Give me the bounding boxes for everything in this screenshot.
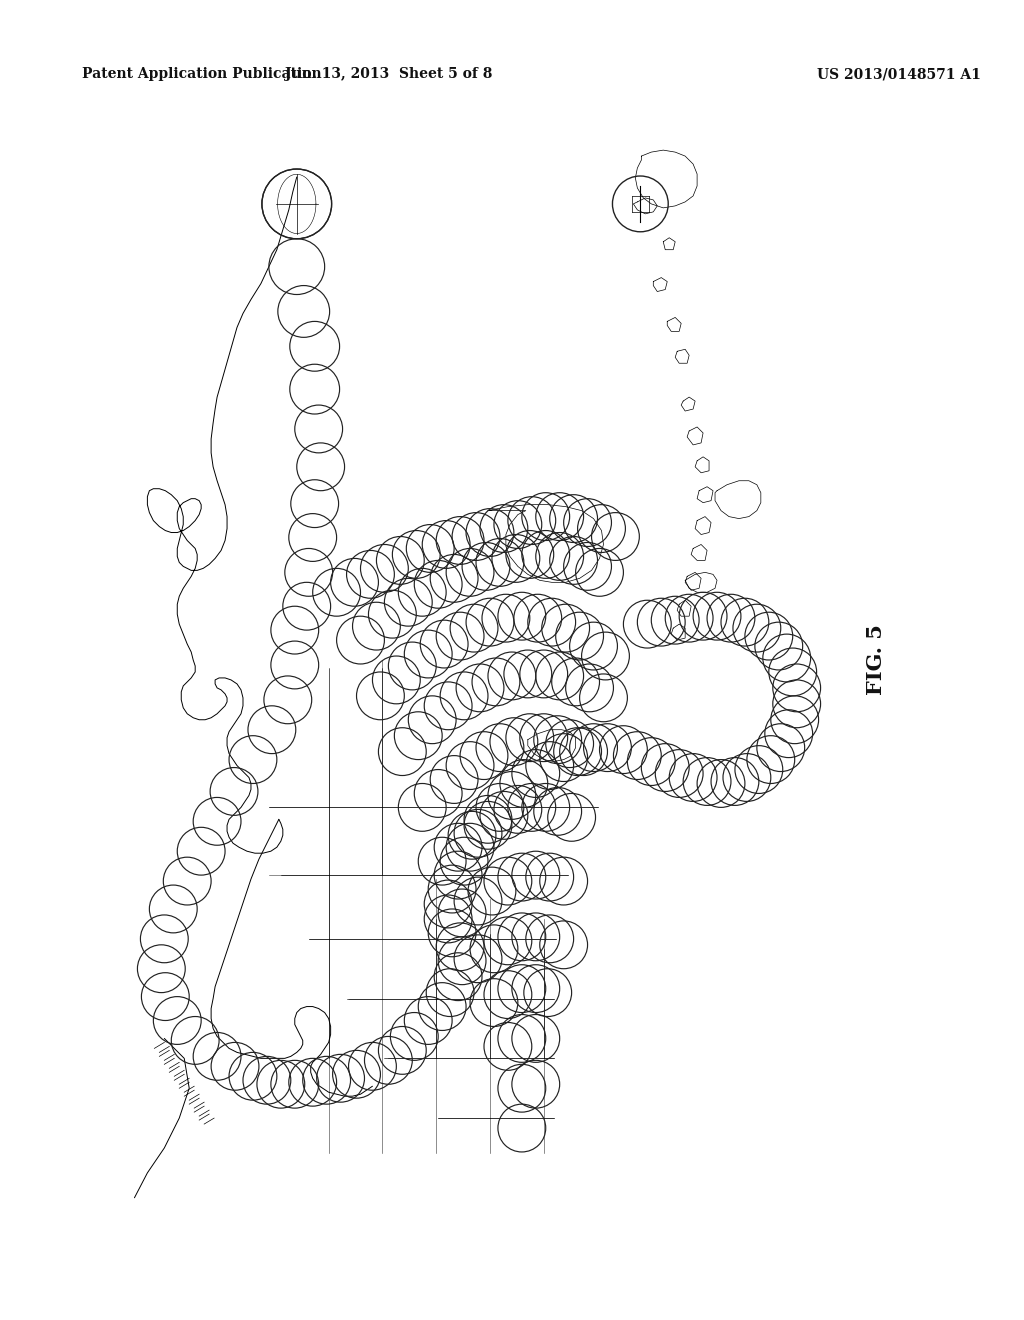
Text: Patent Application Publication: Patent Application Publication — [82, 67, 322, 82]
Text: Jun. 13, 2013  Sheet 5 of 8: Jun. 13, 2013 Sheet 5 of 8 — [285, 67, 493, 82]
Text: FIG. 5: FIG. 5 — [866, 624, 887, 696]
Polygon shape — [488, 504, 603, 582]
Text: US 2013/0148571 A1: US 2013/0148571 A1 — [816, 67, 981, 82]
